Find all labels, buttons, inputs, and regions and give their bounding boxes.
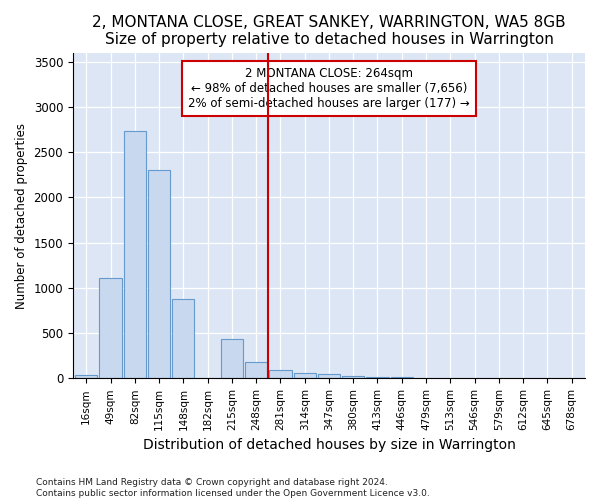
Text: Contains HM Land Registry data © Crown copyright and database right 2024.
Contai: Contains HM Land Registry data © Crown c… [36, 478, 430, 498]
Bar [124, 130, 146, 378]
X-axis label: Distribution of detached houses by size in Warrington: Distribution of detached houses by size … [143, 438, 515, 452]
Bar [293, 373, 316, 378]
Text: 2 MONTANA CLOSE: 264sqm
← 98% of detached houses are smaller (7,656)
2% of semi-: 2 MONTANA CLOSE: 264sqm ← 98% of detache… [188, 68, 470, 110]
Bar [148, 170, 170, 378]
Bar [269, 370, 292, 378]
Bar [172, 298, 194, 378]
Y-axis label: Number of detached properties: Number of detached properties [15, 122, 28, 308]
Bar [245, 362, 268, 378]
Bar [75, 374, 97, 378]
Bar [221, 340, 243, 378]
Bar [367, 377, 389, 378]
Title: 2, MONTANA CLOSE, GREAT SANKEY, WARRINGTON, WA5 8GB
Size of property relative to: 2, MONTANA CLOSE, GREAT SANKEY, WARRINGT… [92, 15, 566, 48]
Bar [100, 278, 122, 378]
Bar [342, 376, 364, 378]
Bar [318, 374, 340, 378]
